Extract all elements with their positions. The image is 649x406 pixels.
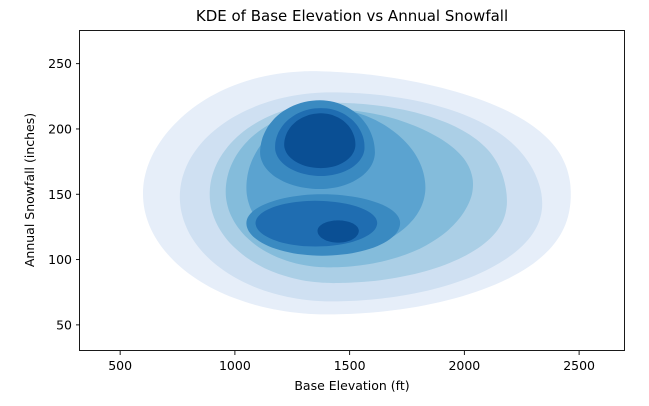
plot-frame — [79, 30, 625, 351]
x-tick-label: 1000 — [219, 358, 251, 373]
x-axis: 500 1000 1500 2000 2500 — [108, 351, 595, 373]
density-level-8-region-2 — [317, 220, 359, 243]
y-tick-label: 50 — [56, 317, 72, 332]
y-tick-label: 250 — [48, 56, 72, 71]
x-tick-label: 2500 — [563, 358, 595, 373]
y-tick-label: 200 — [48, 121, 72, 136]
y-axis-label: Annual Snowfall (inches) — [22, 113, 37, 267]
x-tick-label: 2000 — [448, 358, 480, 373]
x-axis-label: Base Elevation (ft) — [294, 378, 409, 393]
density-level-8-region-1 — [284, 113, 356, 169]
x-tick-label: 1500 — [334, 358, 366, 373]
density-contours — [142, 71, 571, 315]
y-axis: 50 100 150 200 250 — [48, 56, 80, 332]
chart-title: KDE of Base Elevation vs Annual Snowfall — [196, 7, 508, 25]
y-tick-label: 150 — [48, 187, 72, 202]
x-tick-label: 500 — [108, 358, 132, 373]
y-tick-label: 100 — [48, 252, 72, 267]
